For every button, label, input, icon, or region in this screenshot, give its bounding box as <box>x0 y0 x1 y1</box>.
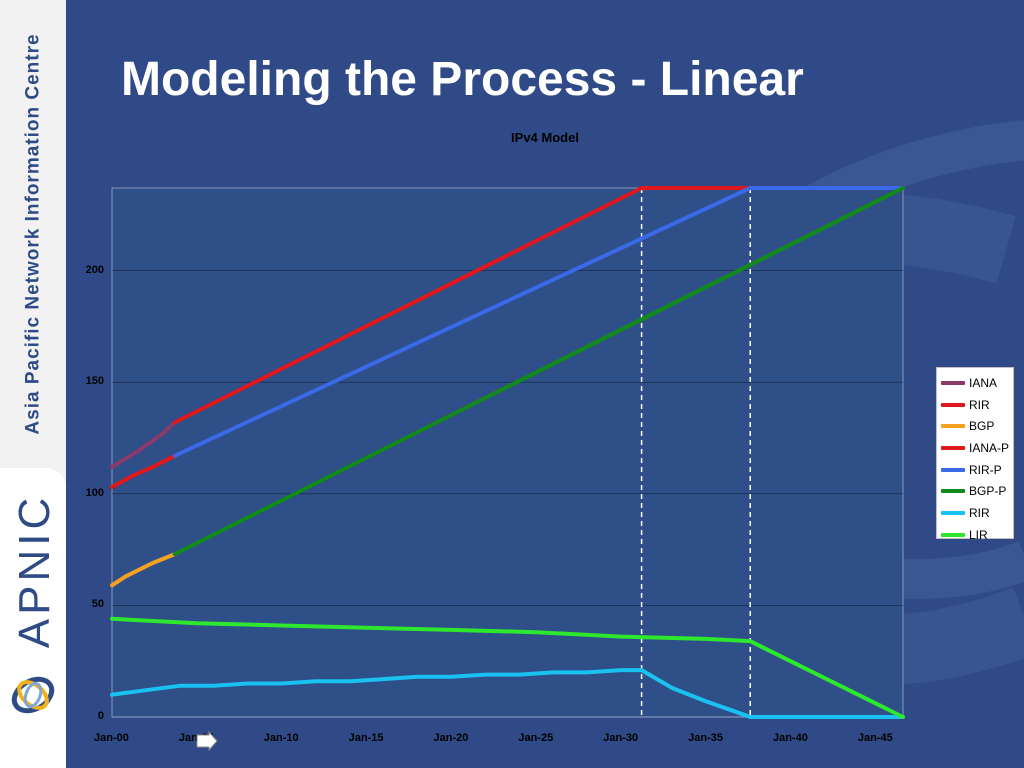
chart-legend: IANA RIR BGP IANA-P RIR-P BGP-P RIR LIR <box>936 367 1014 542</box>
legend-item: RIR-P <box>937 459 1013 481</box>
x-tick-label: Jan-40 <box>772 732 808 744</box>
y-tick-label: 50 <box>91 598 104 611</box>
x-tick-label: Jan-10 <box>263 732 299 744</box>
x-tick-label: Jan-20 <box>433 732 469 744</box>
chart-title: IPv4 Model <box>511 130 579 145</box>
series-line-lir <box>110 616 905 719</box>
y-tick-label: 0 <box>97 710 104 722</box>
y-tick-label: 100 <box>85 486 104 499</box>
x-tick-label: Jan-35 <box>688 732 723 744</box>
legend-swatch <box>941 424 965 429</box>
legend-item: RIR <box>937 394 1013 416</box>
series-line-rir2 <box>110 668 905 719</box>
series-line-bgp <box>110 552 177 588</box>
y-tick-label: 200 <box>85 263 104 276</box>
legend-item: RIR <box>937 502 1013 524</box>
legend-label: RIR <box>969 505 990 520</box>
x-tick-label: Jan-15 <box>348 732 384 744</box>
legend-item: LIR <box>937 524 1013 546</box>
legend-label: IANA <box>969 375 998 390</box>
legend-label: LIR <box>969 527 988 542</box>
legend-label: RIR <box>969 397 990 412</box>
x-tick-label: Jan-45 <box>857 732 893 744</box>
series-line-iana <box>110 420 177 469</box>
plot-area <box>111 187 904 718</box>
legend-swatch <box>941 402 965 407</box>
x-tick-label: Jan-00 <box>94 732 129 744</box>
legend-item: BGP-P <box>937 480 1013 502</box>
sidebar-brand-panel <box>0 468 66 768</box>
y-tick-label: 150 <box>85 375 104 388</box>
x-tick-label: Jan-30 <box>603 732 639 744</box>
series-line-bgp-p <box>172 186 905 557</box>
legend-swatch <box>941 467 965 472</box>
legend-label: RIR-P <box>969 462 1002 477</box>
series-line-rir-p <box>172 186 905 458</box>
legend-swatch <box>941 489 965 494</box>
legend-swatch <box>941 532 965 537</box>
apnic-logo-icon <box>11 676 55 714</box>
legend-item: BGP <box>937 415 1013 437</box>
arrow-right-icon[interactable] <box>196 731 218 751</box>
legend-item: IANA <box>937 372 1013 394</box>
legend-label: IANA-P <box>969 440 1010 455</box>
legend-label: BGP <box>969 419 995 434</box>
series-line-iana-p <box>172 186 753 425</box>
legend-swatch <box>941 510 965 515</box>
legend-label: BGP-P <box>969 484 1007 499</box>
x-tick-label: Jan-25 <box>518 732 554 744</box>
legend-item: IANA-P <box>937 437 1013 459</box>
legend-swatch <box>941 380 965 385</box>
series-line-rir <box>110 453 177 490</box>
legend-swatch <box>941 445 965 450</box>
slide-title: Modeling the Process - Linear <box>121 53 804 106</box>
